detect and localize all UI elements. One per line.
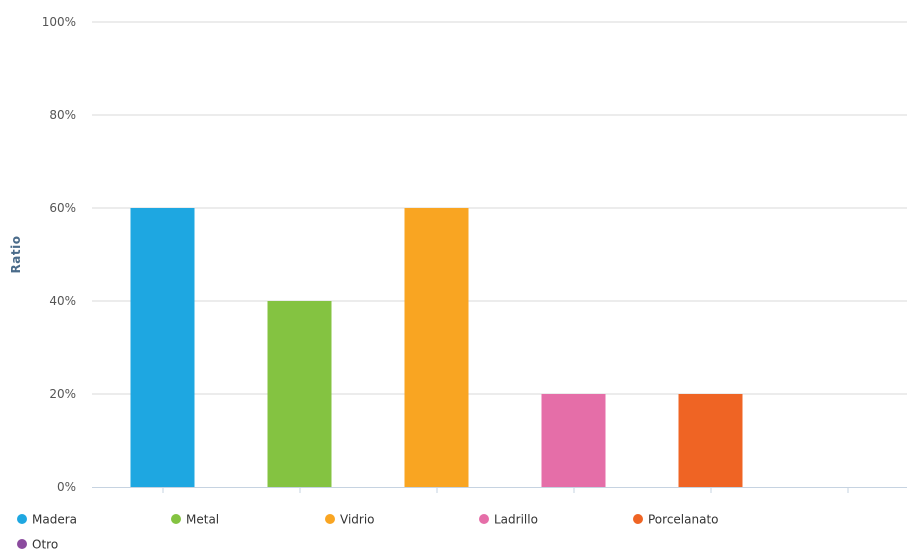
x-axis [92,487,907,493]
legend-marker-otro [17,539,27,549]
grid-lines [92,21,907,395]
legend-label-metal: Metal [186,513,219,527]
legend-label-otro: Otro [32,538,58,550]
legend-marker-metal [171,514,181,524]
bar-madera [130,208,195,487]
bar-ladrillo [541,394,606,487]
bar-vidrio [404,208,469,487]
y-tick-labels: 0% 20% 40% 60% 80% 100% [42,15,76,494]
y-tick-label: 0% [57,480,76,494]
bar-metal [267,301,332,487]
y-tick-label: 100% [42,15,76,29]
legend-marker-porcelanato [633,514,643,524]
legend-marker-vidrio [325,514,335,524]
y-tick-label: 80% [49,108,76,122]
bar-porcelanato [678,394,743,487]
y-tick-label: 40% [49,294,76,308]
legend-label-ladrillo: Ladrillo [494,513,538,527]
y-axis-title: Ratio [9,236,23,274]
legend-marker-madera [17,514,27,524]
legend-marker-ladrillo [479,514,489,524]
y-tick-label: 60% [49,201,76,215]
legend-label-porcelanato: Porcelanato [648,513,719,527]
y-tick-label: 20% [49,387,76,401]
legend: Madera Metal Vidrio Ladrillo Porcelanato Otro [17,513,719,550]
legend-label-vidrio: Vidrio [340,513,375,527]
legend-label-madera: Madera [32,513,77,527]
bars [130,208,743,487]
